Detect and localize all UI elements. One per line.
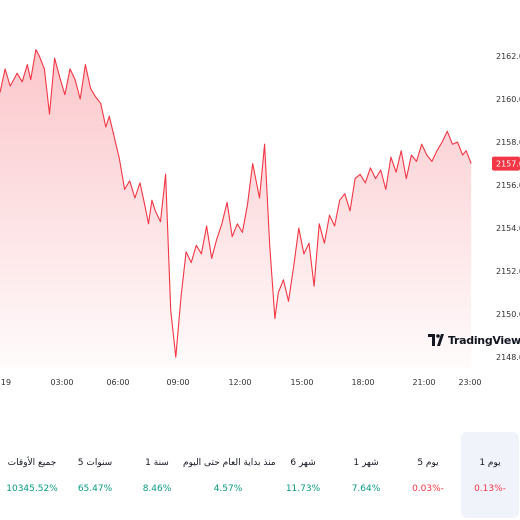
period-change-value: 11.73%	[285, 484, 321, 494]
period-tab[interactable]: 1 سنة 8.46%	[128, 432, 186, 518]
y-tick-label: 2152.00	[496, 267, 520, 276]
x-tick-label: 12:00	[228, 378, 251, 387]
period-tab[interactable]: جميع الأوقات 10345.52%	[1, 432, 63, 518]
x-tick-label: 06:00	[106, 378, 129, 387]
period-tab[interactable]: 5 يوم 0.03%‏-	[399, 432, 457, 518]
period-change-value: 4.57%	[213, 484, 243, 494]
period-label: 5 سنوات	[77, 458, 113, 468]
period-label: جميع الأوقات	[7, 458, 57, 468]
period-change-value: 65.47%	[77, 484, 113, 494]
y-tick-label: 2160.00	[496, 95, 520, 104]
x-tick-label: 21:00	[412, 378, 435, 387]
period-performance-bar: 1 يوم 0.13%‏- 5 يوم 0.03%‏- 1 شهر 7.64% 6 شهر 1…	[0, 432, 520, 520]
y-tick-label: 2162.00	[496, 52, 520, 61]
chart-canvas[interactable]: 2148.00 2150.00 2152.00 2154.00 2156.00 2158.…	[0, 0, 520, 392]
period-tab[interactable]: 6 شهر 11.73%	[274, 432, 332, 518]
period-tab[interactable]: منذ بداية العام حتى اليوم 4.57%	[183, 432, 276, 518]
period-change-value: 10345.52%	[6, 484, 58, 494]
period-label: 5 يوم	[417, 458, 439, 468]
last-price-badge	[492, 156, 520, 171]
price-chart[interactable]: 2148.00 2150.00 2152.00 2154.00 2156.00 2158.…	[0, 0, 520, 392]
x-tick-label: 19	[1, 378, 11, 387]
y-tick-label: 2148.00	[496, 353, 520, 362]
last-price-label: 2157.00	[496, 160, 520, 169]
y-tick-label: 2158.00	[496, 138, 520, 147]
tradingview-wordmark: TradingView	[448, 334, 520, 347]
price-series-line	[0, 48, 472, 358]
period-tab[interactable]: 1 يوم 0.13%‏-	[461, 432, 519, 518]
period-label: منذ بداية العام حتى اليوم	[183, 458, 276, 468]
period-label: 1 شهر	[353, 458, 379, 468]
period-label: 6 شهر	[290, 458, 316, 468]
y-tick-label: 2156.00	[496, 181, 520, 190]
x-tick-label: 03:00	[50, 378, 73, 387]
tradingview-watermark: TradingView	[428, 331, 520, 350]
y-tick-label: 2150.00	[496, 310, 520, 319]
x-tick-label: 09:00	[166, 378, 189, 387]
x-tick-label: 15:00	[290, 378, 313, 387]
period-label: 1 سنة	[145, 458, 169, 468]
tradingview-logo-icon	[428, 331, 444, 350]
period-tab[interactable]: 1 شهر 7.64%	[337, 432, 395, 518]
x-tick-label: 18:00	[351, 378, 374, 387]
period-change-value: 8.46%	[142, 484, 172, 494]
x-tick-label: 23:00	[458, 378, 481, 387]
period-change-value: 7.64%	[351, 484, 381, 494]
period-change-value: 0.13%‏-	[474, 484, 506, 494]
period-tab[interactable]: 5 سنوات 65.47%	[66, 432, 124, 518]
y-tick-label: 2154.00	[496, 224, 520, 233]
period-change-value: 0.03%‏-	[412, 484, 444, 494]
price-area-fill	[0, 49, 472, 368]
period-label: 1 يوم	[479, 458, 501, 468]
